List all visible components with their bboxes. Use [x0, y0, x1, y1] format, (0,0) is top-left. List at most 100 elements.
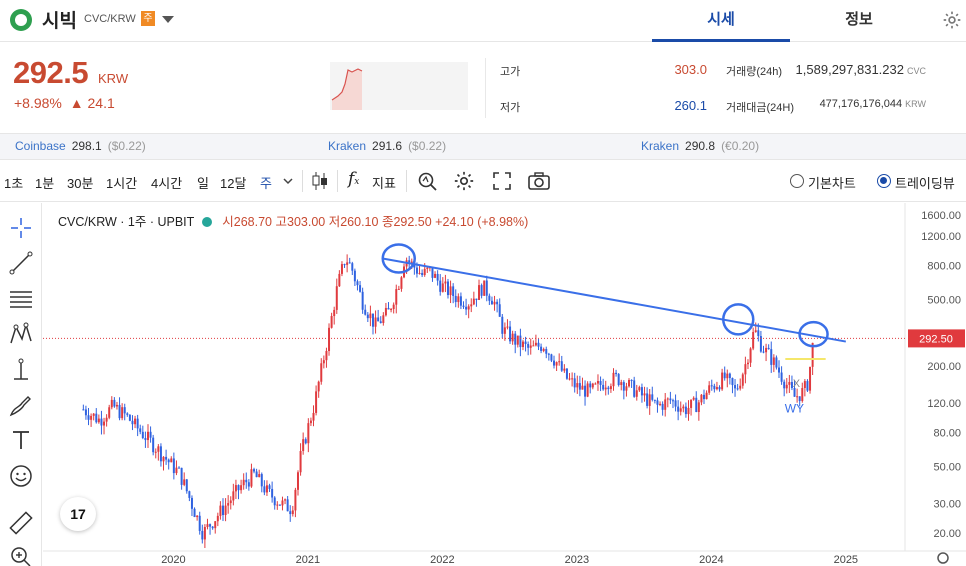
candle-body — [762, 351, 765, 353]
tradingview-logo[interactable]: 17 — [60, 497, 96, 531]
trend-line-tool-icon[interactable] — [8, 250, 34, 276]
exchange-item[interactable]: Kraken 290.8 (€0.20) — [641, 134, 759, 159]
horizontal-lines-tool-icon[interactable] — [8, 286, 34, 312]
crosshair-icon[interactable] — [8, 215, 34, 241]
candle-body — [165, 456, 168, 460]
indicators-button[interactable]: 지표 — [372, 176, 396, 191]
candle-body — [498, 304, 501, 317]
interval-1d[interactable]: 일 — [197, 176, 209, 191]
candle-body — [772, 357, 775, 365]
basic-chart-radio[interactable] — [790, 174, 804, 188]
candle-body — [609, 386, 612, 390]
sparkline-svg — [331, 68, 363, 110]
indicator-fx-icon[interactable]: fx — [348, 169, 360, 189]
low-value: 260.1 — [674, 98, 707, 113]
candle-body — [348, 262, 351, 264]
candle-body — [710, 385, 713, 387]
candle-body — [335, 286, 338, 310]
candle-body — [806, 381, 809, 391]
interval-1m[interactable]: 1분 — [35, 176, 55, 191]
high-value: 303.0 — [674, 62, 707, 77]
interval-1s[interactable]: 1초 — [4, 176, 24, 191]
candle-body — [648, 394, 651, 406]
candle-body — [149, 431, 152, 438]
candles-chart-type-icon[interactable] — [311, 170, 329, 192]
candle-body — [219, 505, 222, 516]
candle-body — [643, 393, 646, 396]
zoom-in-icon[interactable] — [8, 544, 34, 566]
emoji-tool-icon[interactable] — [8, 463, 34, 489]
tab-quote[interactable]: 시세 — [652, 0, 790, 42]
candle-body — [253, 469, 256, 472]
candle-body — [470, 304, 473, 307]
candle-body — [265, 485, 268, 493]
coin-select-chevron-down-icon[interactable] — [162, 16, 174, 23]
interval-30m[interactable]: 30분 — [67, 176, 94, 191]
candle-body — [589, 383, 592, 388]
exchange-item[interactable]: Coinbase 298.1 ($0.22) — [15, 134, 146, 159]
candle-body — [281, 500, 284, 506]
candle-body — [154, 451, 157, 453]
chart-toolbar: 1초 1분 30분 1시간 4시간 일 12달 주 fx 지표 기본차트 트레이… — [0, 160, 966, 202]
change-amount: ▲ 24.1 — [69, 95, 115, 111]
exchange-item[interactable]: Kraken 291.6 ($0.22) — [328, 134, 446, 159]
candle-body — [134, 418, 137, 425]
candle-body — [679, 408, 682, 412]
candle-body — [736, 388, 739, 390]
y-tick-label: 500.00 — [927, 295, 961, 307]
chart-legend: CVC/KRW · 1주 · UPBIT 시268.70 고303.00 저260… — [58, 211, 528, 230]
candle-body — [493, 301, 496, 305]
candle-body — [172, 458, 175, 474]
y-tick-label: 200.00 — [927, 361, 961, 373]
interval-chevron-down-icon[interactable] — [282, 176, 294, 186]
candle-body — [656, 400, 659, 405]
ruler-tool-icon[interactable] — [8, 510, 34, 536]
annotation-circle — [721, 303, 755, 336]
candle-body — [123, 407, 126, 414]
candle-body — [185, 479, 188, 492]
candle-body — [434, 273, 437, 278]
amount-unit: KRW — [905, 99, 926, 109]
measure-tool-icon[interactable] — [8, 357, 34, 383]
candle-body — [162, 456, 165, 462]
interval-4h[interactable]: 4시간 — [151, 176, 183, 191]
candle-body — [100, 418, 103, 426]
candle-body — [703, 394, 706, 400]
camera-snapshot-icon[interactable] — [527, 171, 551, 191]
candle-body — [519, 335, 522, 348]
candle-body — [410, 261, 413, 263]
fullscreen-icon[interactable] — [492, 171, 512, 191]
tab-info[interactable]: 정보 — [845, 11, 873, 28]
x-tick-label: 2025 — [834, 554, 858, 566]
candle-body — [115, 404, 118, 407]
brush-tool-icon[interactable] — [8, 393, 34, 419]
annotation-circle — [381, 243, 416, 274]
candle-body — [92, 413, 95, 416]
annotation-circle — [798, 320, 829, 348]
chart-settings-gear-icon[interactable] — [453, 170, 475, 192]
candle-body — [131, 420, 134, 425]
candle-body — [128, 414, 131, 421]
candle-body — [532, 345, 535, 347]
candle-body — [560, 361, 563, 371]
candle-body — [741, 374, 744, 386]
candle-body — [540, 346, 543, 351]
candle-body — [803, 381, 806, 389]
alert-magnifier-icon[interactable] — [416, 170, 438, 192]
candle-body — [214, 521, 217, 529]
exchange-delta: ($0.22) — [408, 139, 447, 153]
tradingview-radio[interactable] — [877, 174, 891, 188]
interval-12mo[interactable]: 12달 — [220, 176, 247, 191]
pattern-tool-icon[interactable] — [8, 321, 34, 347]
price-chart[interactable]: 1600.00 1200.00 800.00 500.00 200.00 120.00 80… — [43, 203, 966, 566]
candle-body — [555, 362, 558, 366]
settings-gear-icon[interactable] — [942, 10, 962, 30]
candle-body — [705, 392, 708, 400]
text-tool-icon[interactable] — [8, 427, 34, 453]
candle-body — [638, 387, 641, 391]
candle-body — [568, 378, 571, 380]
interval-1h[interactable]: 1시간 — [106, 176, 138, 191]
basic-chart-label[interactable]: 기본차트 — [808, 176, 856, 191]
interval-1w[interactable]: 주 — [260, 176, 272, 191]
tradingview-label[interactable]: 트레이딩뷰 — [895, 176, 955, 191]
